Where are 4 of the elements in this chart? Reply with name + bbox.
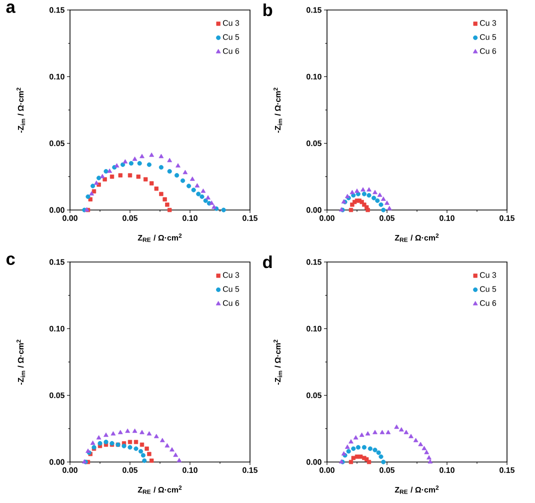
chart-title: b bbox=[263, 4, 272, 16]
chart-title: c bbox=[6, 256, 15, 265]
chart-title: d bbox=[263, 256, 272, 268]
chart-title: a bbox=[6, 4, 16, 13]
